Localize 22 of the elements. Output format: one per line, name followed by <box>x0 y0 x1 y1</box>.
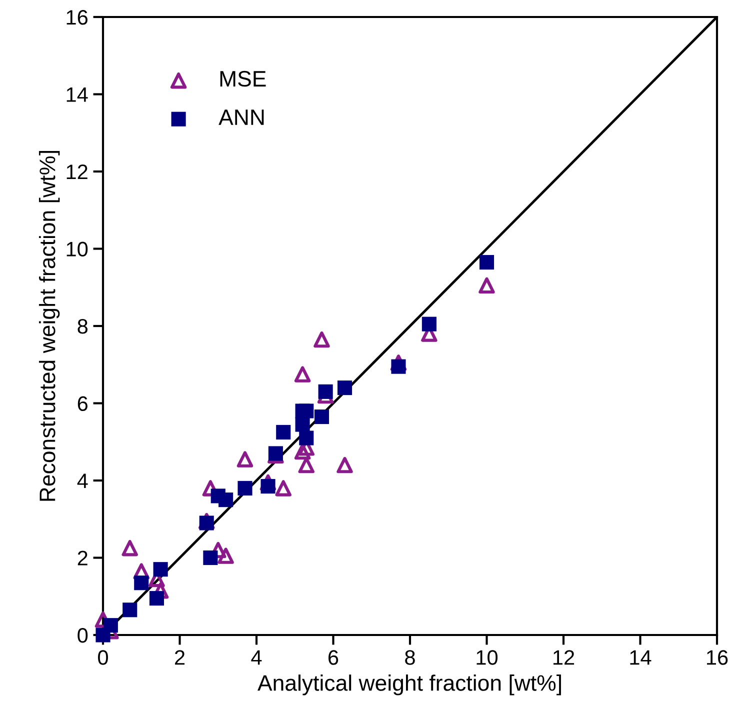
legend-label: MSE <box>220 70 266 87</box>
y-axis-title: Reconstructed weight fraction [wt%] <box>38 150 60 501</box>
x-tick-label: 16 <box>707 650 728 665</box>
y-tick-label: 2 <box>78 550 88 566</box>
y-tick-label: 4 <box>77 474 88 488</box>
x-tick-label: 10 <box>476 650 498 665</box>
x-tick-label: 14 <box>630 650 652 665</box>
y-tick-label: 8 <box>78 319 88 334</box>
y-tick-label: 10 <box>66 242 88 257</box>
x-tick-label: 6 <box>328 650 338 665</box>
x-tick-label: 8 <box>405 650 415 665</box>
y-tick-label: 0 <box>78 628 88 643</box>
x-tick-label: 2 <box>175 650 184 665</box>
x-axis-title: Analytical weight fraction [wt%] <box>258 674 561 696</box>
legend-label: ANN <box>218 110 264 125</box>
y-tick-label: 14 <box>66 87 88 102</box>
x-tick-label: 12 <box>554 650 574 665</box>
y-tick-label: 12 <box>66 164 88 180</box>
x-tick-label: 4 <box>251 650 262 665</box>
x-tick-label: 0 <box>98 650 108 665</box>
y-tick-label: 6 <box>78 396 88 412</box>
y-tick-label: 16 <box>66 10 88 25</box>
